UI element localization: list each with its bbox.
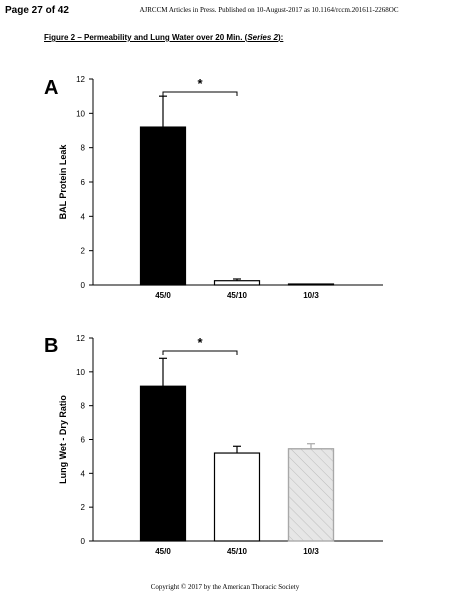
y-tick-label: 0: [81, 281, 86, 290]
y-tick-label: 6: [81, 436, 86, 445]
significance-bracket: [162, 350, 238, 355]
bar-45-10: [213, 280, 261, 286]
x-tick-label: 45/10: [227, 547, 248, 556]
x-tick-label: 10/3: [303, 547, 319, 556]
figure-title-end: ):: [278, 33, 284, 42]
figure-title-main: Figure 2 – Permeability and Lung Water o…: [44, 33, 248, 42]
y-axis-label: Lung Wet - Dry Ratio: [58, 395, 68, 484]
panel-label: B: [44, 335, 58, 357]
y-tick-label: 8: [81, 402, 86, 411]
panel-label: A: [44, 77, 58, 99]
bar-45-0: [139, 126, 187, 286]
y-tick-label: 2: [81, 247, 86, 256]
y-tick-label: 10: [76, 368, 85, 377]
y-tick-label: 2: [81, 503, 86, 512]
y-axis-label: BAL Protein Leak: [58, 144, 68, 220]
bar-45-10: [213, 452, 261, 542]
y-tick-label: 10: [76, 109, 85, 118]
significance-star: *: [197, 335, 203, 350]
x-tick-label: 45/10: [227, 291, 248, 300]
figure-title-series: Series 2: [247, 33, 279, 42]
y-tick-label: 8: [81, 144, 86, 153]
copyright-footer: Copyright © 2017 by the American Thoraci…: [150, 583, 300, 591]
journal-header: AJRCCM Articles in Press. Published on 1…: [139, 6, 399, 14]
x-tick-label: 45/0: [155, 291, 171, 300]
y-tick-label: 12: [76, 75, 85, 84]
figure-title: Figure 2 – Permeability and Lung Water o…: [44, 33, 283, 42]
x-tick-label: 45/0: [155, 547, 171, 556]
y-tick-label: 4: [81, 212, 86, 221]
y-tick-label: 12: [76, 334, 85, 343]
y-tick-label: 6: [81, 178, 86, 187]
bar-45-0: [139, 385, 187, 542]
chart-panel-a: A 0 2 4 6 8 10 12 BAL Protein Leak 45/0 45/10 10/3 *: [44, 75, 383, 300]
page-number: Page 27 of 42: [5, 5, 69, 16]
y-tick-label: 0: [81, 537, 86, 546]
y-tick-label: 4: [81, 469, 86, 478]
chart-panel-b: B 0 2 4 6 8 10 12 Lung Wet - Dry Ratio 45/0 45/10 1…: [44, 334, 383, 556]
x-tick-label: 10/3: [303, 291, 319, 300]
significance-star: *: [197, 76, 203, 91]
bar-hatch-overlay: [287, 448, 335, 542]
significance-bracket: [162, 91, 238, 96]
